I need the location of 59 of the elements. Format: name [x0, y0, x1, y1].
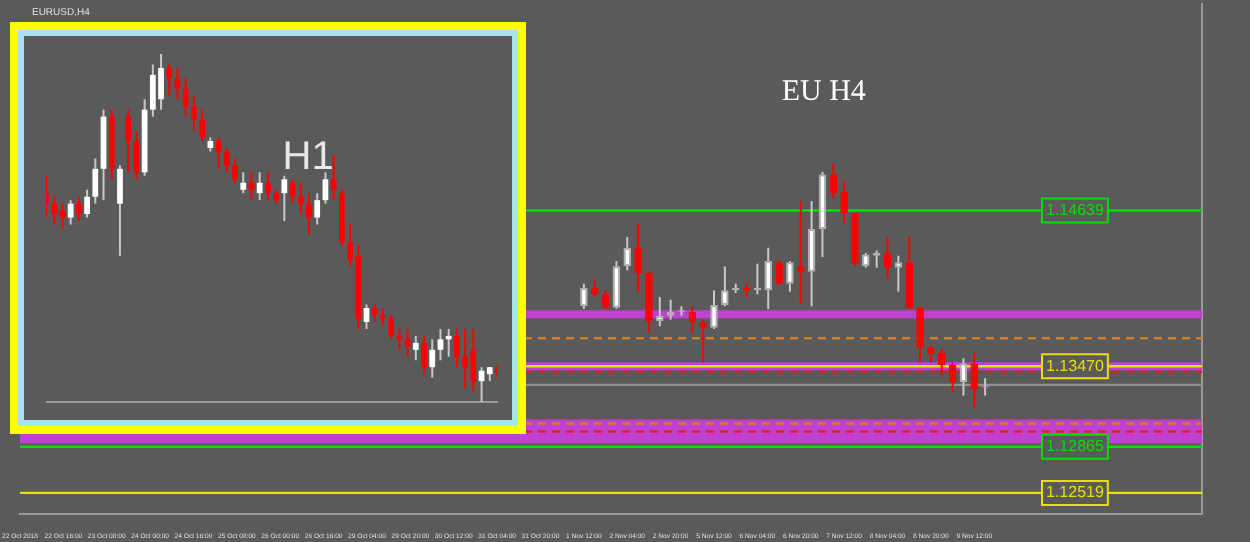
candlestick: [905, 236, 913, 310]
candlestick: [894, 254, 903, 293]
candlestick: [412, 334, 419, 362]
candlestick: [840, 180, 848, 225]
candlestick: [223, 146, 230, 174]
candlestick: [970, 351, 979, 409]
candlestick: [240, 171, 247, 195]
candlestick: [117, 164, 123, 257]
text: EU H4: [781, 75, 867, 108]
candlestick: [786, 260, 794, 293]
candlestick: [125, 108, 132, 174]
candlestick: [916, 305, 924, 364]
candlestick: [796, 200, 805, 305]
candlestick: [256, 171, 263, 202]
candlestick: [265, 171, 271, 202]
candlestick: [297, 181, 304, 216]
ref-line-label: 1.12519: [1046, 483, 1105, 502]
candlestick: [182, 77, 189, 118]
candlestick: [721, 265, 729, 308]
candlestick: [388, 314, 395, 341]
candlestick: [829, 162, 838, 200]
candlestick: [454, 327, 460, 369]
candlestick: [623, 236, 632, 272]
candlestick: [580, 282, 588, 310]
candlestick: [634, 222, 642, 293]
candlestick: [445, 327, 452, 358]
candlestick: [645, 270, 653, 334]
candlestick: [775, 260, 783, 287]
ref-line-label: 1.13470: [1046, 356, 1105, 375]
candlestick: [437, 327, 444, 362]
candlestick: [191, 94, 197, 132]
candlestick: [429, 338, 436, 379]
candlestick: [158, 54, 164, 111]
candlestick: [232, 157, 238, 184]
candlestick: [149, 63, 156, 118]
candlestick: [51, 195, 58, 226]
ref-line-label: 1.12865: [1046, 437, 1105, 456]
candlestick: [699, 318, 707, 364]
candlestick: [166, 63, 173, 97]
candlestick: [470, 327, 477, 393]
candlestick: [306, 192, 312, 236]
candlestick: [84, 188, 90, 219]
candlestick: [67, 199, 74, 226]
candlestick: [421, 334, 427, 376]
candlestick: [851, 212, 859, 268]
candlestick: [314, 192, 321, 226]
candlestick: [330, 153, 337, 202]
candlestick: [710, 289, 718, 330]
candlestick: [174, 66, 181, 101]
candlestick: [462, 327, 468, 390]
ref-line-label: 1.14639: [1046, 200, 1105, 219]
candlestick: [199, 108, 206, 142]
candlestick: [281, 174, 288, 223]
candlestick: [92, 157, 99, 205]
candlestick: [937, 347, 946, 377]
candlestick: [76, 195, 82, 223]
text: H1: [282, 135, 334, 180]
candlestick: [601, 289, 610, 310]
candlestick: [764, 246, 773, 310]
